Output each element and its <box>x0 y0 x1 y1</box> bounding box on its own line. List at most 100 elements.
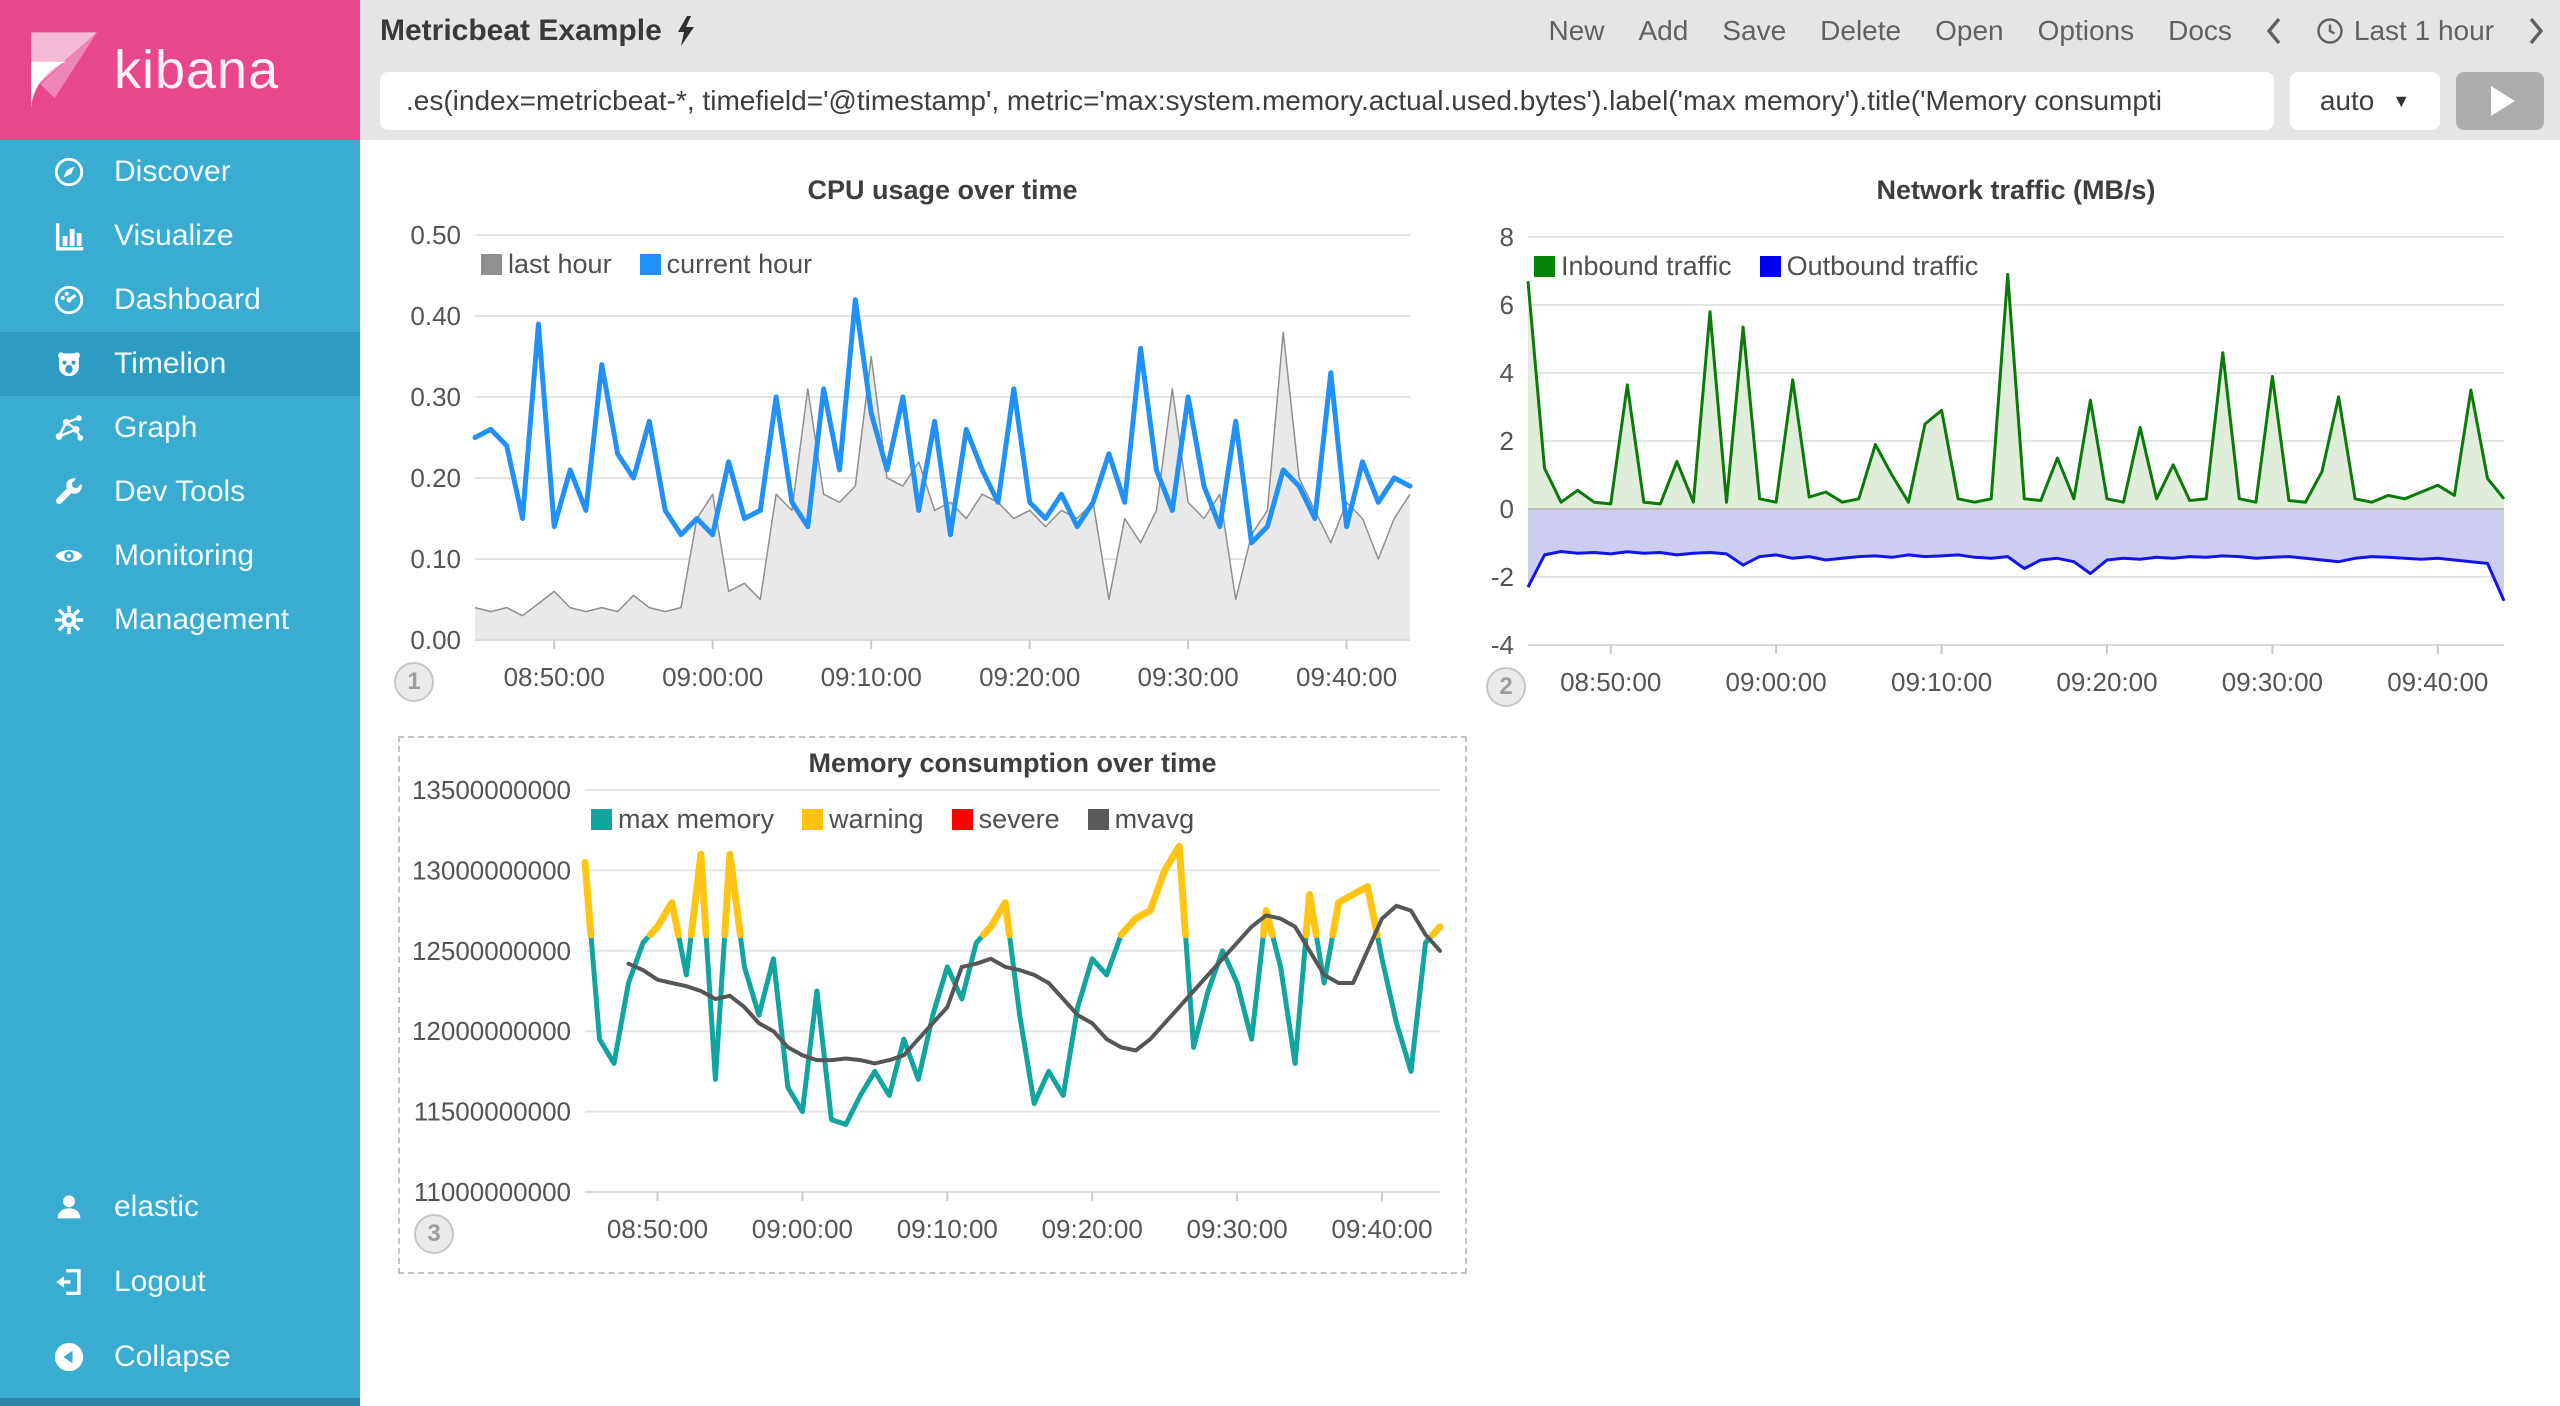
chevron-left-icon[interactable] <box>2266 17 2282 45</box>
clock-icon <box>2316 17 2344 45</box>
chart-panel-memory[interactable]: 1100000000011500000000120000000001250000… <box>398 736 1467 1274</box>
sidebar-item-timelion[interactable]: Timelion <box>0 332 360 396</box>
svg-text:12500000000: 12500000000 <box>412 936 571 966</box>
legend-item: Outbound traffic <box>1760 251 1979 282</box>
sidebar-item-dev-tools[interactable]: Dev Tools <box>0 460 360 524</box>
compass-icon <box>52 155 86 189</box>
menu-item-open[interactable]: Open <box>1935 15 2004 47</box>
bar-chart-icon <box>52 219 86 253</box>
sidebar-item-monitoring[interactable]: Monitoring <box>0 524 360 588</box>
svg-text:09:00:00: 09:00:00 <box>1725 667 1826 697</box>
interval-select[interactable]: auto ▼ <box>2290 72 2440 130</box>
menu-item-delete[interactable]: Delete <box>1820 15 1901 47</box>
svg-text:09:10:00: 09:10:00 <box>897 1214 998 1244</box>
chevron-right-icon[interactable] <box>2528 17 2544 45</box>
topbar-menu-row: Metricbeat Example New Add Save Delete O… <box>380 0 2544 62</box>
svg-text:09:10:00: 09:10:00 <box>1891 667 1992 697</box>
chart-panel-cpu[interactable]: 0.000.100.200.300.400.5008:50:0009:00:00… <box>380 165 1470 710</box>
chart-title: Memory consumption over time <box>585 748 1440 779</box>
menu-item-save[interactable]: Save <box>1722 15 1786 47</box>
kibana-logo-icon <box>26 30 102 110</box>
gauge-icon <box>52 283 86 317</box>
legend-swatch-icon <box>481 254 502 275</box>
svg-text:4: 4 <box>1500 358 1514 388</box>
document-title: Metricbeat Example <box>380 14 662 48</box>
legend-item: current hour <box>640 249 813 280</box>
legend-item: warning <box>802 804 924 835</box>
sidebar-item-management[interactable]: Management <box>0 588 360 652</box>
eye-icon <box>52 539 86 573</box>
legend-item: max memory <box>591 804 774 835</box>
time-picker[interactable]: Last 1 hour <box>2316 15 2494 47</box>
sidebar-item-label: Graph <box>114 411 197 445</box>
menu-item-new[interactable]: New <box>1548 15 1604 47</box>
svg-text:09:30:00: 09:30:00 <box>2222 667 2323 697</box>
svg-text:0.50: 0.50 <box>410 220 461 250</box>
play-button[interactable] <box>2456 72 2544 130</box>
collapse-icon <box>52 1340 86 1374</box>
time-range-label: Last 1 hour <box>2354 15 2494 47</box>
legend-swatch-icon <box>802 809 823 830</box>
chart-number-badge: 1 <box>394 662 434 702</box>
chart-number-badge: 2 <box>1486 667 1526 707</box>
svg-text:09:30:00: 09:30:00 <box>1137 662 1238 692</box>
wrench-icon <box>52 475 86 509</box>
menu-item-docs[interactable]: Docs <box>2168 15 2232 47</box>
svg-text:2: 2 <box>1500 426 1514 456</box>
user-icon <box>52 1190 86 1224</box>
svg-text:09:00:00: 09:00:00 <box>662 662 763 692</box>
sidebar-item-dashboard[interactable]: Dashboard <box>0 268 360 332</box>
sidebar-nav: Discover Visualize Da <box>0 140 360 652</box>
svg-text:08:50:00: 08:50:00 <box>1560 667 1661 697</box>
svg-text:09:20:00: 09:20:00 <box>1042 1214 1143 1244</box>
legend-label: max memory <box>618 804 774 835</box>
sidebar-item-label: Timelion <box>114 347 226 381</box>
menu-item-options[interactable]: Options <box>2038 15 2135 47</box>
legend-label: mvavg <box>1115 804 1195 835</box>
svg-text:0.30: 0.30 <box>410 382 461 412</box>
legend-label: severe <box>979 804 1060 835</box>
legend: Inbound traffic Outbound traffic <box>1534 251 1978 282</box>
svg-text:-2: -2 <box>1491 562 1514 592</box>
chart-panel-network[interactable]: -4-20246808:50:0009:00:0009:10:0009:20:0… <box>1472 165 2547 710</box>
legend-swatch-icon <box>640 254 661 275</box>
sidebar-item-user[interactable]: elastic <box>0 1169 360 1244</box>
legend-label: last hour <box>508 249 612 280</box>
sidebar-item-graph[interactable]: Graph <box>0 396 360 460</box>
legend-swatch-icon <box>591 809 612 830</box>
legend: max memory warning severe mvavg <box>591 804 1194 835</box>
legend-item: Inbound traffic <box>1534 251 1732 282</box>
sidebar-item-visualize[interactable]: Visualize <box>0 204 360 268</box>
timelion-sealion-icon <box>52 347 86 381</box>
legend-item: severe <box>952 804 1060 835</box>
chart-number-badge: 3 <box>414 1214 454 1254</box>
svg-text:12000000000: 12000000000 <box>412 1016 571 1046</box>
lightning-bolt-icon <box>676 16 696 46</box>
timelion-sheet: 0.000.100.200.300.400.5008:50:0009:00:00… <box>360 140 2560 1406</box>
timelion-expression-input[interactable] <box>380 72 2274 130</box>
sidebar-item-discover[interactable]: Discover <box>0 140 360 204</box>
legend-label: Outbound traffic <box>1787 251 1979 282</box>
sidebar-item-label: Dev Tools <box>114 475 245 509</box>
sidebar-item-label: Monitoring <box>114 539 254 573</box>
svg-text:0.00: 0.00 <box>410 625 461 655</box>
sidebar: kibana Discover Visualize <box>0 0 360 1406</box>
gear-icon <box>52 603 86 637</box>
legend-item: mvavg <box>1088 804 1195 835</box>
sidebar-item-label: Discover <box>114 155 231 189</box>
menu-item-add[interactable]: Add <box>1639 15 1689 47</box>
svg-text:0.20: 0.20 <box>410 463 461 493</box>
svg-text:09:40:00: 09:40:00 <box>1331 1214 1432 1244</box>
sidebar-item-collapse[interactable]: Collapse <box>0 1319 360 1394</box>
sidebar-item-logout[interactable]: Logout <box>0 1244 360 1319</box>
graph-network-icon <box>52 411 86 445</box>
top-menu: New Add Save Delete Open Options Docs La… <box>1548 15 2544 47</box>
sidebar-footer: elastic Logout Collapse <box>0 1169 360 1394</box>
svg-text:09:40:00: 09:40:00 <box>2387 667 2488 697</box>
legend-swatch-icon <box>1088 809 1109 830</box>
legend: last hour current hour <box>481 249 812 280</box>
kibana-logo[interactable]: kibana <box>0 0 360 140</box>
svg-text:6: 6 <box>1500 290 1514 320</box>
sidebar-item-label: Management <box>114 603 289 637</box>
svg-text:11000000000: 11000000000 <box>414 1177 571 1207</box>
